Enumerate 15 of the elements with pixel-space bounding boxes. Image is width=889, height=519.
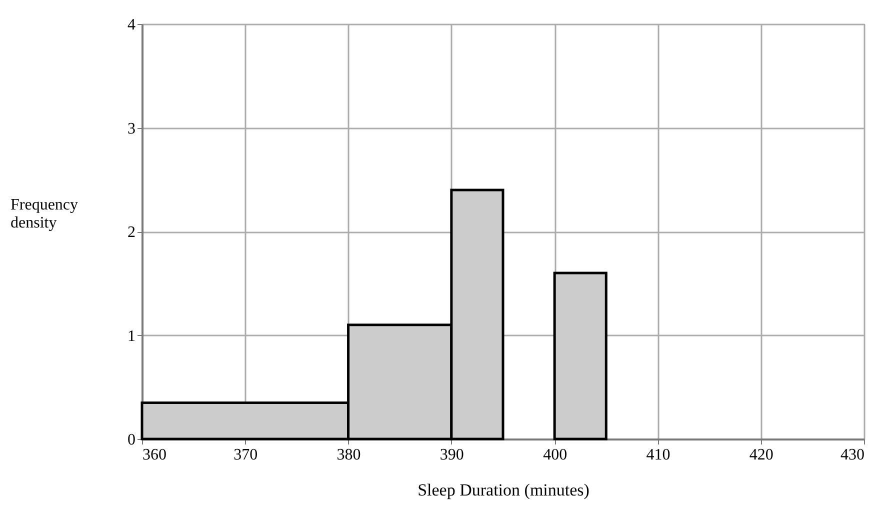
- x-tick-label: 380: [336, 446, 361, 464]
- y-axis-title: Frequency density: [10, 196, 78, 232]
- x-axis-title: Sleep Duration (minutes): [418, 480, 590, 500]
- x-tick-label: 370: [234, 446, 258, 464]
- x-tick-label: 410: [646, 446, 670, 464]
- y-tick-label: 4: [128, 16, 136, 34]
- x-tick-label: 420: [749, 446, 774, 464]
- y-tick-label: 1: [128, 328, 136, 345]
- x-tick-label: 400: [543, 446, 568, 464]
- y-tick-label: 2: [128, 224, 136, 241]
- x-tick-label: 430: [840, 446, 864, 464]
- x-tick-label: 360: [142, 446, 166, 464]
- x-tick-label: 390: [440, 446, 464, 464]
- y-tick-label: 0: [128, 432, 136, 448]
- y-tick-label: 3: [128, 120, 136, 138]
